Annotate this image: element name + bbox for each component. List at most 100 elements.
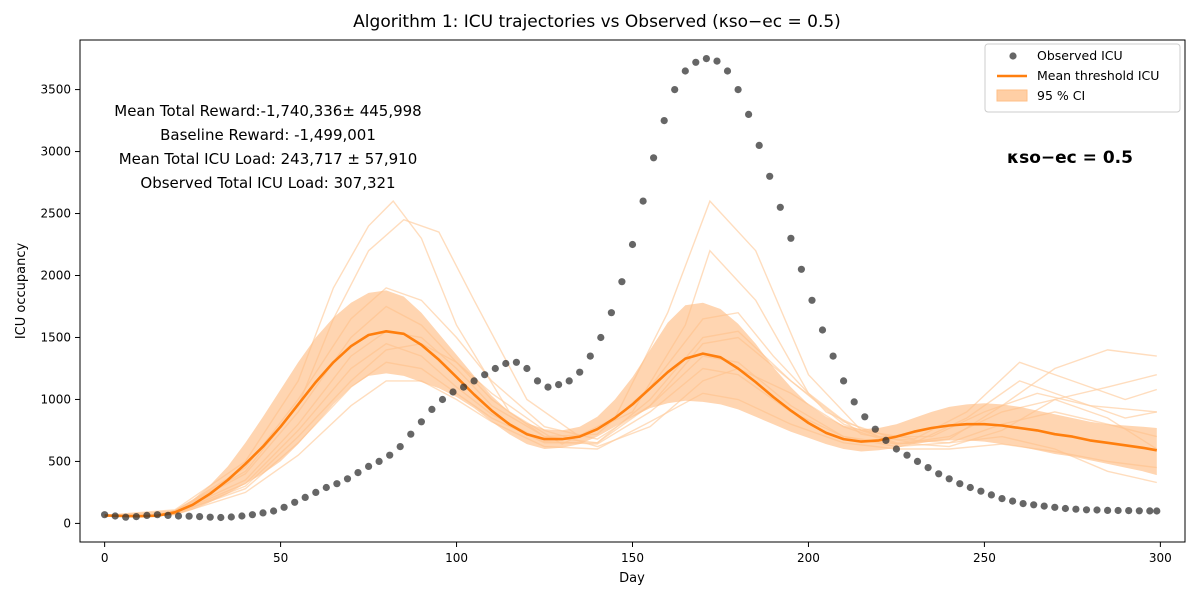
y-tick-label: 2000 — [40, 269, 71, 283]
observed-point — [776, 203, 784, 211]
legend-box — [984, 43, 1181, 113]
x-tick-label: 300 — [1149, 551, 1172, 565]
observed-point — [945, 475, 953, 483]
observed-point — [713, 57, 721, 65]
observed-point — [153, 511, 161, 519]
observed-point — [333, 480, 341, 488]
observed-point — [375, 457, 383, 465]
observed-point — [935, 470, 943, 478]
observed-point — [174, 512, 183, 520]
observed-point — [1104, 506, 1112, 514]
x-tick-label: 0 — [101, 551, 109, 565]
observed-point — [671, 86, 679, 94]
observed-point — [850, 398, 858, 406]
observed-point — [903, 451, 911, 459]
observed-point — [745, 110, 753, 118]
observed-point — [840, 377, 848, 385]
y-tick-label: 1500 — [40, 330, 71, 344]
legend-mean-label: Mean threshold ICU — [1037, 68, 1159, 83]
observed-point — [861, 413, 869, 421]
observed-point — [1093, 506, 1101, 514]
y-tick-label: 3500 — [40, 83, 71, 97]
observed-point — [111, 512, 119, 520]
observed-point — [1019, 500, 1027, 508]
observed-point — [660, 117, 668, 125]
y-tick-label: 500 — [48, 454, 71, 468]
observed-point — [1061, 504, 1069, 513]
observed-point — [723, 67, 732, 75]
y-axis: 0 500 1000 1500 2000 2500 3000 3500 — [40, 83, 80, 530]
observed-point — [681, 67, 689, 75]
observed-point — [618, 278, 626, 286]
observed-point — [766, 172, 774, 180]
plot-area — [101, 55, 1161, 522]
x-tick-label: 150 — [621, 551, 644, 565]
observed-point — [956, 480, 964, 488]
observed-point — [1082, 506, 1091, 514]
observed-point — [217, 513, 225, 522]
observed-point — [280, 503, 288, 511]
observed-point — [143, 511, 151, 519]
observed-point — [1153, 507, 1161, 515]
observed-point — [882, 436, 890, 444]
observed-point — [1040, 502, 1048, 510]
observed-point — [1072, 505, 1080, 513]
x-tick-label: 50 — [273, 551, 288, 565]
observed-point — [555, 381, 563, 389]
observed-point — [998, 495, 1006, 503]
x-tick-label: 100 — [445, 551, 468, 565]
observed-point — [1125, 507, 1133, 515]
observed-point — [238, 512, 246, 520]
observed-point — [1135, 507, 1143, 515]
observed-point — [1146, 507, 1154, 515]
observed-point — [164, 511, 172, 519]
y-tick-label: 1000 — [40, 392, 71, 406]
observed-point — [787, 234, 795, 242]
kappa-label: κso−ec = 0.5 — [1007, 148, 1133, 168]
legend: Observed ICU Mean threshold ICU 95 % CI — [984, 43, 1181, 113]
observed-point — [481, 371, 489, 379]
observed-point — [977, 487, 985, 495]
y-tick-label: 2500 — [40, 207, 71, 221]
observed-point — [270, 507, 278, 515]
observed-point — [966, 483, 974, 492]
observed-point — [312, 488, 320, 496]
observed-point — [512, 358, 521, 366]
observed-point — [702, 55, 711, 63]
x-tick-label: 200 — [797, 551, 820, 565]
observed-point — [1009, 497, 1017, 505]
observed-point — [343, 475, 352, 483]
observed-point — [491, 364, 499, 373]
observed-point — [597, 333, 605, 342]
observed-point — [987, 491, 996, 499]
observed-point — [301, 493, 309, 501]
observed-point — [407, 430, 415, 438]
observed-point — [248, 511, 256, 519]
observed-point — [565, 377, 573, 385]
observed-point — [692, 58, 700, 66]
observed-point — [871, 425, 879, 433]
observed-point — [449, 388, 457, 396]
observed-points — [101, 55, 1161, 522]
observed-point — [438, 395, 447, 404]
observed-point — [365, 462, 373, 470]
observed-point — [122, 513, 130, 521]
observed-point — [544, 383, 552, 391]
observed-point — [291, 498, 299, 506]
observed-point — [322, 483, 330, 492]
chart-title: Algorithm 1: ICU trajectories vs Observe… — [353, 12, 841, 32]
observed-point — [628, 240, 637, 249]
legend-ci-label: 95 % CI — [1037, 88, 1085, 103]
x-tick-label: 250 — [973, 551, 996, 565]
observed-point — [354, 469, 362, 477]
legend-observed-marker — [1009, 52, 1017, 60]
legend-ci-swatch — [996, 89, 1028, 102]
observed-point — [892, 445, 901, 453]
trajectory-line-6 — [104, 380, 1157, 517]
observed-point — [523, 364, 531, 373]
observed-point — [1114, 506, 1122, 515]
observed-point — [417, 418, 425, 426]
observed-point — [396, 443, 404, 451]
mean-total-reward-text: Mean Total Reward:-1,740,336± 445,998 — [114, 102, 421, 120]
